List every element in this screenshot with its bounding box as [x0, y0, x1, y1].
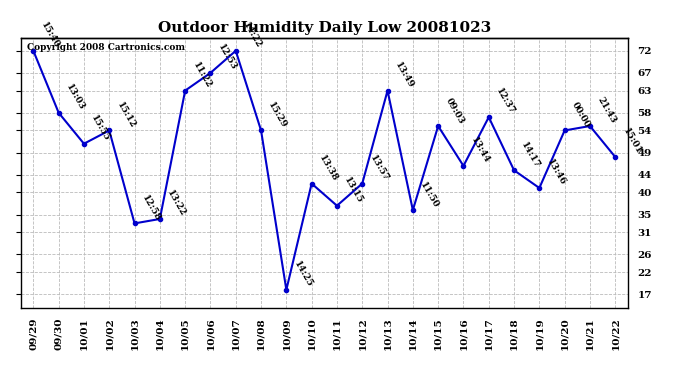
Text: 13:38: 13:38 — [317, 153, 339, 183]
Text: 14:22: 14:22 — [241, 21, 264, 50]
Title: Outdoor Humidity Daily Low 20081023: Outdoor Humidity Daily Low 20081023 — [158, 21, 491, 35]
Text: 09:03: 09:03 — [444, 96, 466, 125]
Text: 15:40: 15:40 — [39, 21, 61, 50]
Text: Copyright 2008 Cartronics.com: Copyright 2008 Cartronics.com — [27, 43, 185, 52]
Text: 13:15: 13:15 — [342, 176, 365, 205]
Text: 11:22: 11:22 — [190, 60, 213, 90]
Text: 12:58: 12:58 — [140, 193, 162, 223]
Text: 13:57: 13:57 — [368, 153, 390, 183]
Text: 11:50: 11:50 — [418, 180, 440, 209]
Text: 15:55: 15:55 — [90, 114, 112, 143]
Text: 00:00: 00:00 — [570, 101, 592, 130]
Text: 15:29: 15:29 — [266, 100, 289, 130]
Text: 12:53: 12:53 — [216, 43, 238, 72]
Text: 15:01: 15:01 — [621, 127, 643, 156]
Text: 12:37: 12:37 — [494, 87, 517, 116]
Text: 14:17: 14:17 — [520, 140, 542, 170]
Text: 13:46: 13:46 — [545, 158, 567, 187]
Text: 15:12: 15:12 — [115, 100, 137, 130]
Text: 13:44: 13:44 — [469, 136, 491, 165]
Text: 13:22: 13:22 — [166, 189, 188, 218]
Text: 13:49: 13:49 — [393, 60, 415, 90]
Text: 21:43: 21:43 — [595, 96, 618, 125]
Text: 14:25: 14:25 — [292, 260, 314, 289]
Text: 13:03: 13:03 — [64, 82, 86, 112]
